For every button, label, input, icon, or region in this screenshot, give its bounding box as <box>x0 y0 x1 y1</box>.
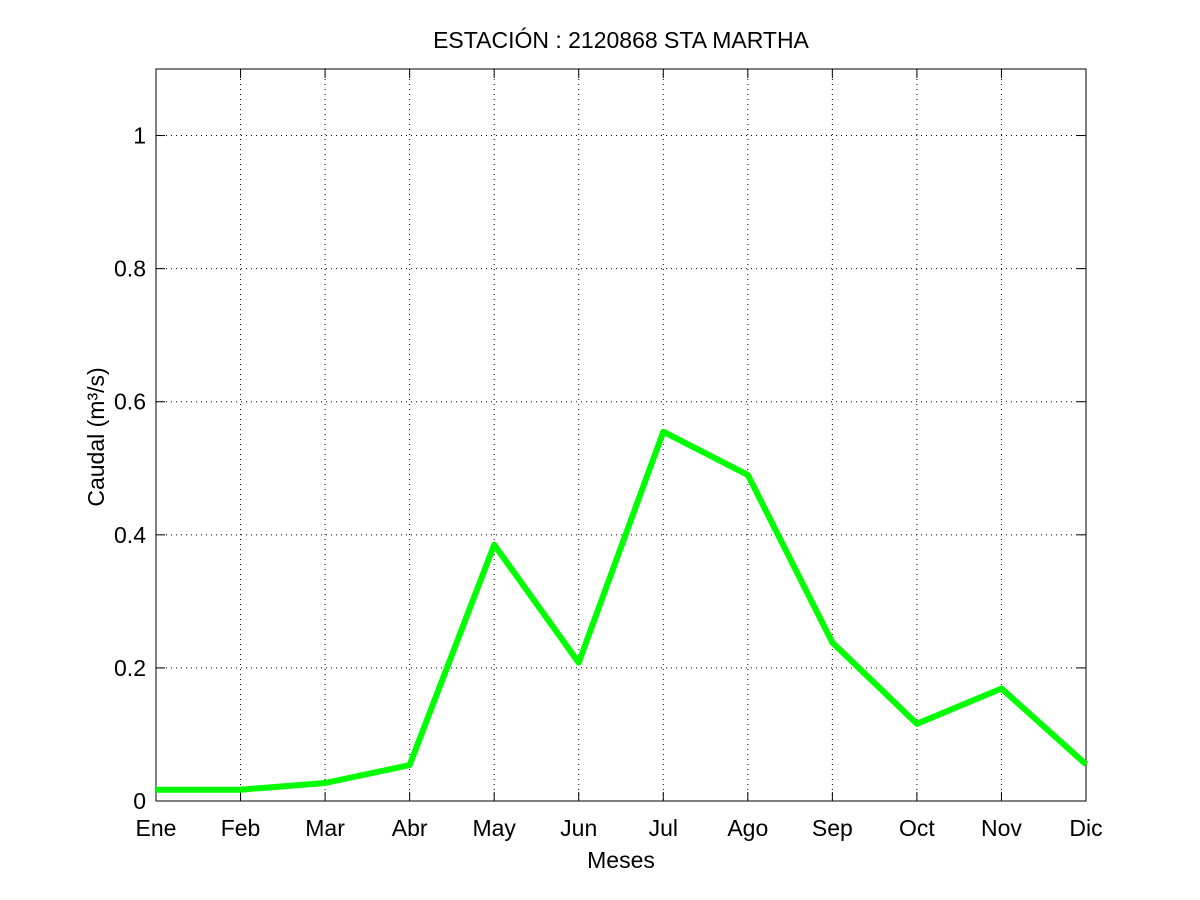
y-tick-label: 1 <box>133 123 146 149</box>
chart-title: ESTACIÓN : 2120868 STA MARTHA <box>433 27 809 53</box>
x-tick-label: Abr <box>392 815 428 841</box>
y-tick-label: 0 <box>133 788 146 814</box>
plot-area <box>155 68 1087 802</box>
series <box>155 428 1089 793</box>
y-tick-label: 0.4 <box>114 522 146 548</box>
y-axis-label: Caudal (m³/s) <box>83 367 109 506</box>
x-tick-label: Oct <box>899 815 935 841</box>
y-tick-label: 0.6 <box>114 389 146 415</box>
x-tick-label: Ago <box>727 815 768 841</box>
tick-labels: Ene Feb Mar Abr May Jun Jul Ago Sep Oct Nov Dic 0 0.2… <box>114 123 1103 841</box>
x-tick-label: Feb <box>221 815 261 841</box>
axis-ticks <box>155 69 1087 802</box>
x-tick-label: Mar <box>305 815 345 841</box>
x-tick-label: Jun <box>560 815 597 841</box>
x-tick-label: Ene <box>136 815 177 841</box>
x-tick-label: Dic <box>1069 815 1102 841</box>
grid <box>156 69 1086 801</box>
y-tick-label: 0.8 <box>114 256 146 282</box>
x-tick-label: Sep <box>812 815 853 841</box>
x-tick-label: May <box>472 815 516 841</box>
x-axis-label: Meses <box>587 847 655 873</box>
x-tick-label: Jul <box>649 815 678 841</box>
y-tick-label: 0.2 <box>114 655 146 681</box>
x-tick-label: Nov <box>981 815 1022 841</box>
series-line <box>156 428 1089 793</box>
